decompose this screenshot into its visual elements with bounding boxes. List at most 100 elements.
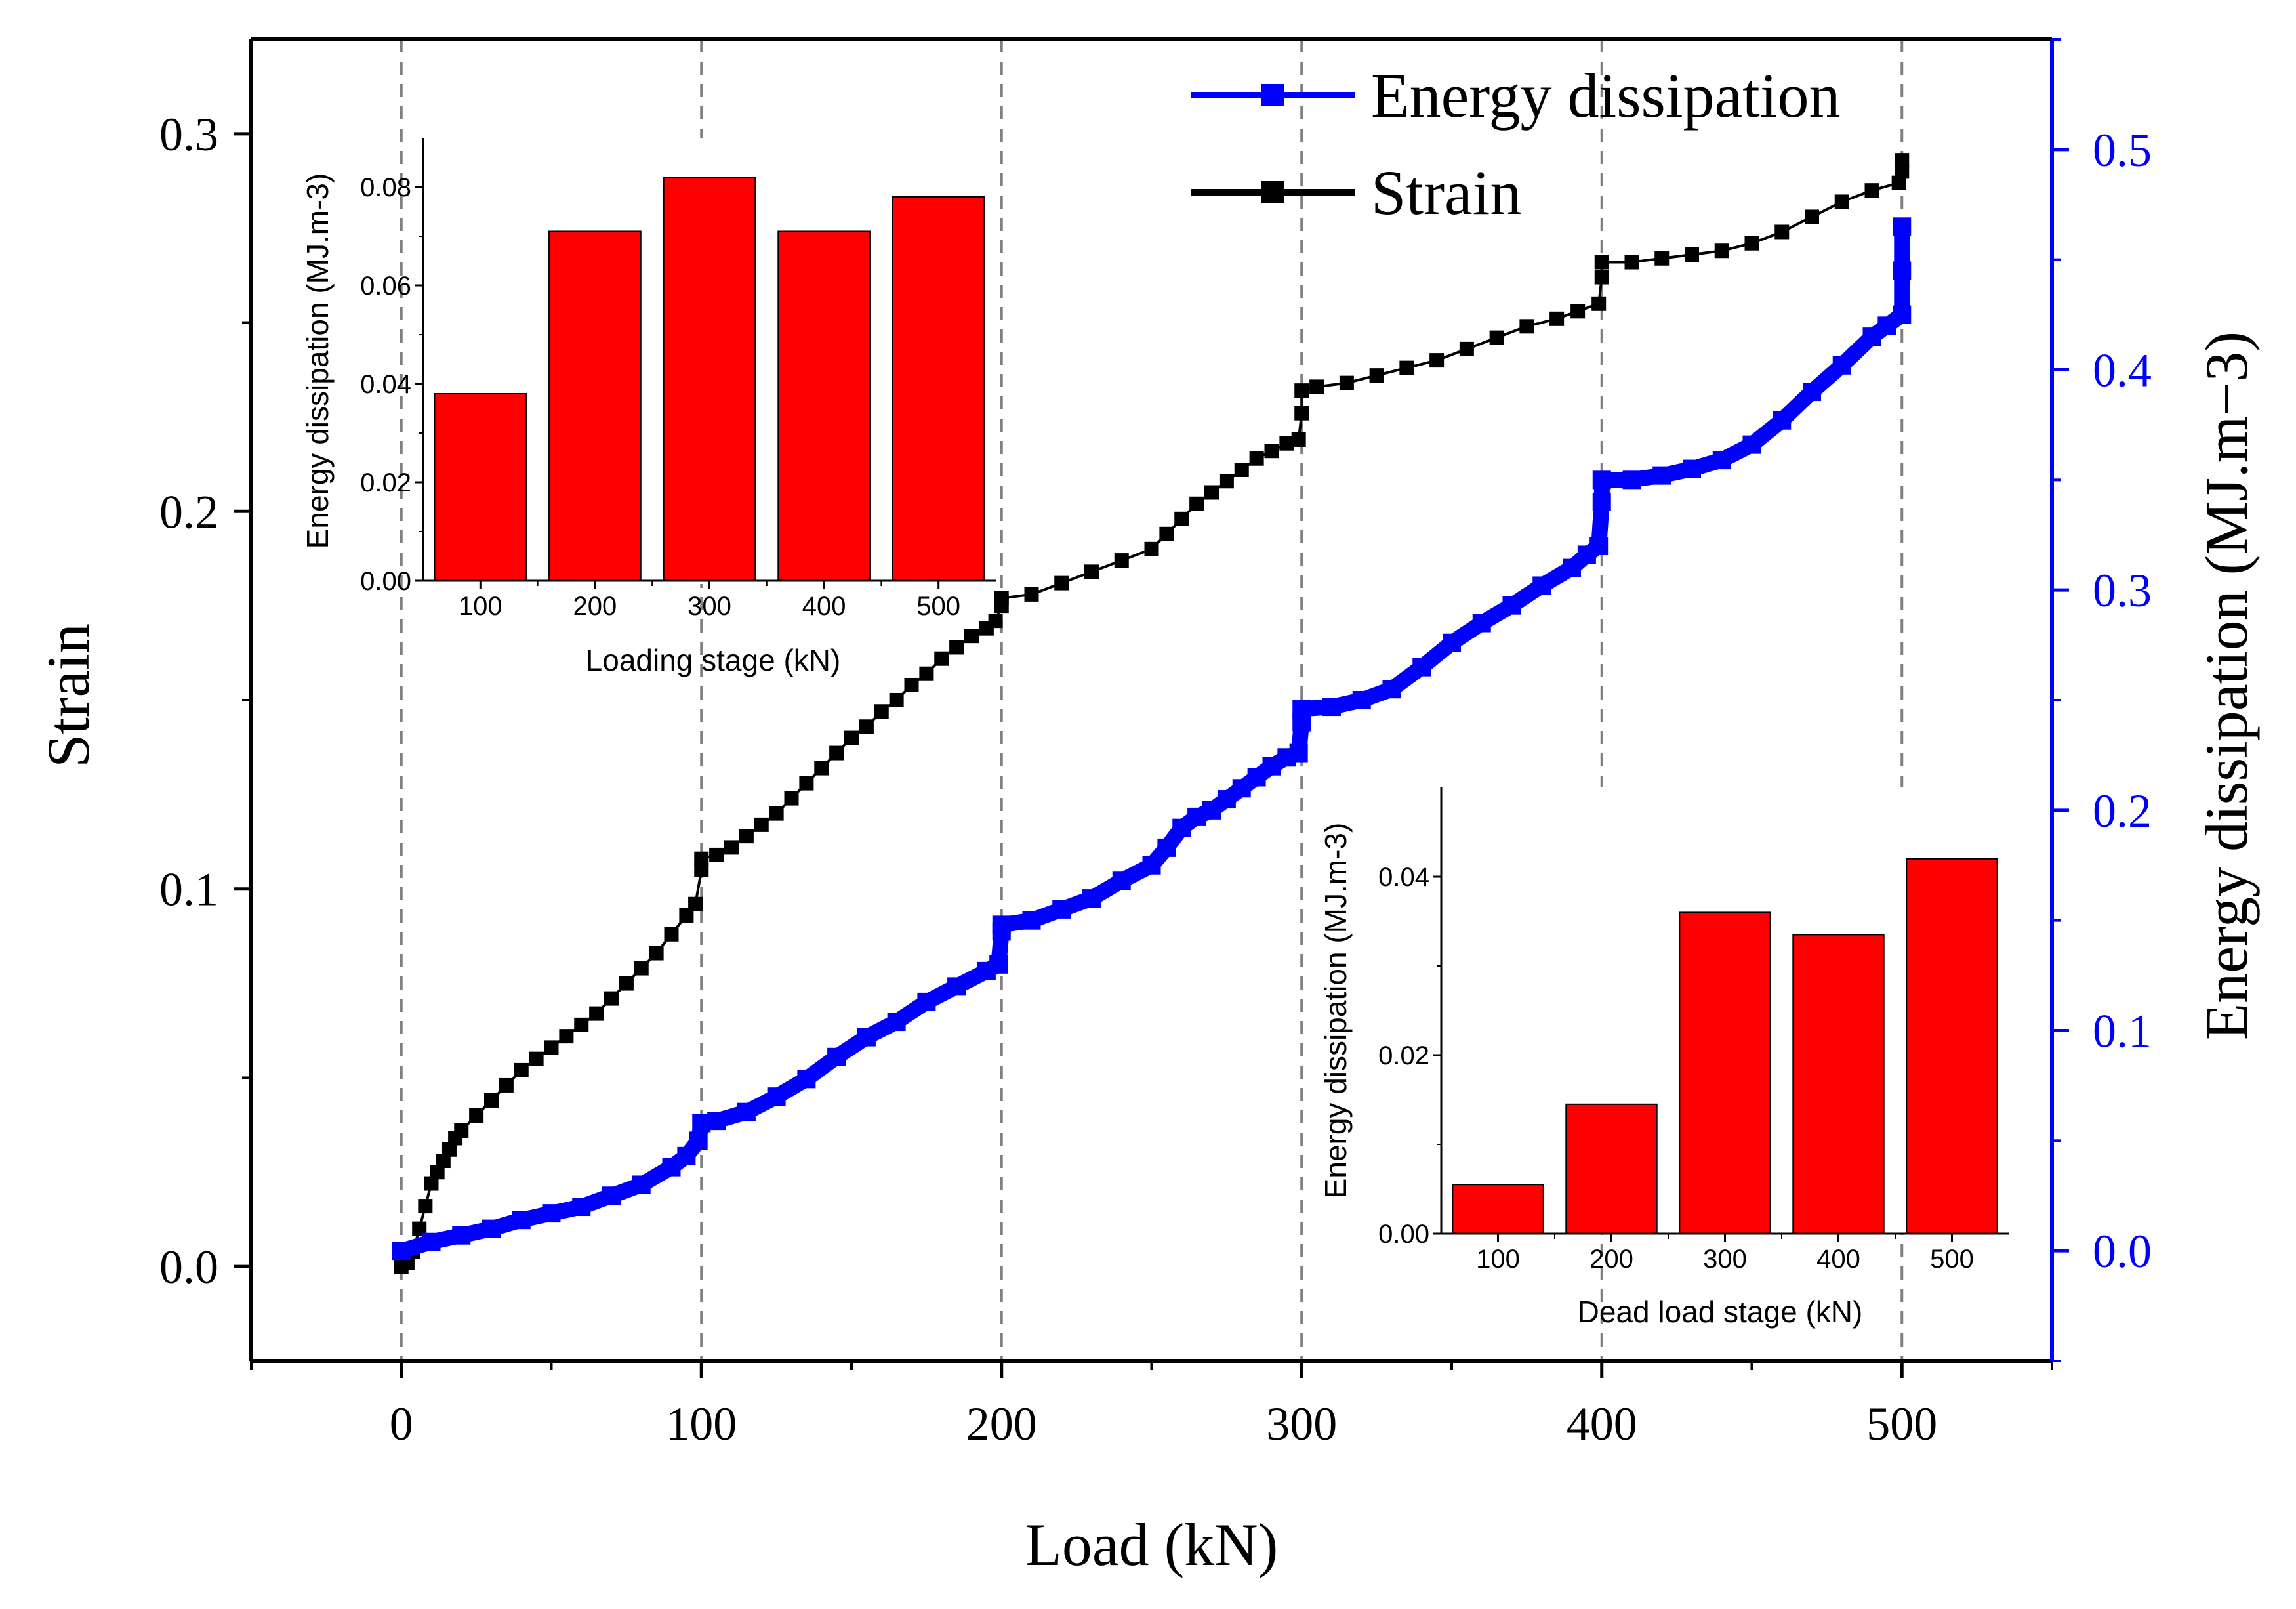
data-point [1339, 375, 1354, 390]
data-point [1594, 270, 1609, 285]
data-point [574, 1017, 589, 1032]
data-point [797, 1070, 816, 1089]
y2-tick-label: 0.0 [2093, 1225, 2152, 1278]
data-point [994, 591, 1009, 606]
bar [1679, 911, 1771, 1235]
data-point [1832, 356, 1851, 375]
data-point [1592, 470, 1611, 490]
inset-dead-load-stage-axes: 100 200 300 400 500 0.00 0.02 0.04 [1378, 787, 2009, 1274]
legend: Energy dissipation Strain [1191, 60, 1841, 228]
data-point [814, 761, 829, 776]
data-point [1774, 224, 1790, 240]
data-point [1399, 360, 1414, 375]
inset-y-tick-label: 0.04 [360, 370, 411, 399]
data-point [1189, 496, 1204, 511]
data-point [1864, 183, 1879, 198]
data-point [1249, 451, 1264, 466]
data-point [1773, 411, 1792, 430]
data-point [1291, 432, 1306, 447]
y-tick-label: 0.1 [159, 864, 218, 916]
inset-y-tick-label: 0.08 [360, 173, 411, 202]
data-point [992, 915, 1011, 934]
data-point [1532, 576, 1551, 595]
data-point [827, 1047, 846, 1066]
data-point [1652, 466, 1671, 485]
x-tick-label: 500 [1866, 1398, 1937, 1450]
data-point [1412, 658, 1431, 677]
data-point [688, 896, 703, 911]
data-point [677, 1146, 696, 1165]
inset-y-tick-label: 0.02 [1378, 1041, 1429, 1070]
data-point [512, 1211, 531, 1230]
data-point [964, 629, 979, 644]
data-point [1459, 341, 1474, 356]
data-point [784, 791, 799, 806]
y2-tick-label: 0.5 [2093, 124, 2152, 177]
legend-strain-marker [1261, 181, 1284, 203]
data-point [1234, 462, 1249, 477]
data-point [1443, 633, 1461, 652]
data-point [1204, 485, 1219, 500]
data-point [694, 862, 709, 877]
data-point [544, 1040, 559, 1055]
bar [1452, 1184, 1544, 1234]
legend-strain-label: Strain [1371, 157, 1521, 228]
data-point [1294, 406, 1309, 421]
main-ticks: 0 100 200 300 400 500 0.0 0.1 0.2 0.3 0.0 0.1 0.2 0.3… [159, 38, 2152, 1450]
data-point [1591, 296, 1607, 311]
data-point [919, 666, 934, 681]
inset-x-tick-label: 100 [1476, 1245, 1520, 1274]
data-point [1549, 311, 1565, 326]
data-point [412, 1221, 427, 1236]
data-point [454, 1123, 469, 1138]
y2-axis-title: Energy dissipation (MJ.m−3) [2193, 331, 2260, 1040]
data-point [499, 1077, 514, 1093]
data-point [1683, 459, 1701, 478]
inset-dead-load-stage: 100 200 300 400 500 0.00 0.02 0.04 Dead load st… [1319, 787, 2014, 1329]
data-point [514, 1062, 529, 1077]
legend-energy-marker [1261, 84, 1284, 106]
inset-x-tick-label: 500 [916, 592, 960, 621]
energy-series [392, 217, 1912, 1261]
data-point [649, 946, 664, 961]
data-point [1279, 436, 1294, 451]
inset-loading-stage: 100 200 300 400 500 0.00 0.02 0.04 0.06 0.08 Load… [300, 138, 1000, 677]
data-point [949, 640, 964, 655]
data-point [887, 1013, 906, 1032]
inset-x-tick-label: 400 [1816, 1245, 1860, 1274]
data-point [1744, 236, 1759, 251]
inset-dead-load-stage-x-title: Dead load stage (kN) [1578, 1295, 1863, 1329]
bar [1565, 1103, 1658, 1235]
bar [434, 393, 527, 581]
data-point [989, 955, 1008, 974]
inset-x-tick-label: 200 [573, 592, 617, 621]
data-point [1084, 564, 1099, 579]
inset-dead-load-stage-y-title: Energy dissipation (MJ.m-3) [1319, 823, 1353, 1199]
data-point [1654, 251, 1670, 266]
y2-tick-label: 0.4 [2093, 345, 2152, 397]
data-point [484, 1093, 499, 1108]
inset-x-tick-label: 100 [459, 592, 502, 621]
data-point [422, 1232, 441, 1251]
data-point [542, 1204, 561, 1223]
data-point [430, 1165, 445, 1180]
data-point [1022, 911, 1041, 930]
data-point [482, 1219, 501, 1238]
data-point [857, 1028, 876, 1047]
data-point [424, 1176, 439, 1191]
data-point [769, 806, 784, 821]
data-point [1893, 261, 1912, 280]
data-point [469, 1108, 484, 1123]
data-point [1052, 900, 1071, 919]
x-tick-label: 300 [1266, 1398, 1337, 1450]
data-point [1592, 492, 1611, 511]
data-point [1895, 153, 1910, 168]
inset-x-tick-label: 200 [1589, 1245, 1633, 1274]
data-point [904, 677, 919, 692]
data-point [1219, 474, 1234, 489]
bar [663, 177, 756, 581]
x-axis-title: Load (kN) [1025, 1511, 1279, 1578]
data-point [632, 1175, 651, 1194]
data-point [1594, 255, 1609, 270]
y2-tick-label: 0.1 [2093, 1005, 2152, 1058]
